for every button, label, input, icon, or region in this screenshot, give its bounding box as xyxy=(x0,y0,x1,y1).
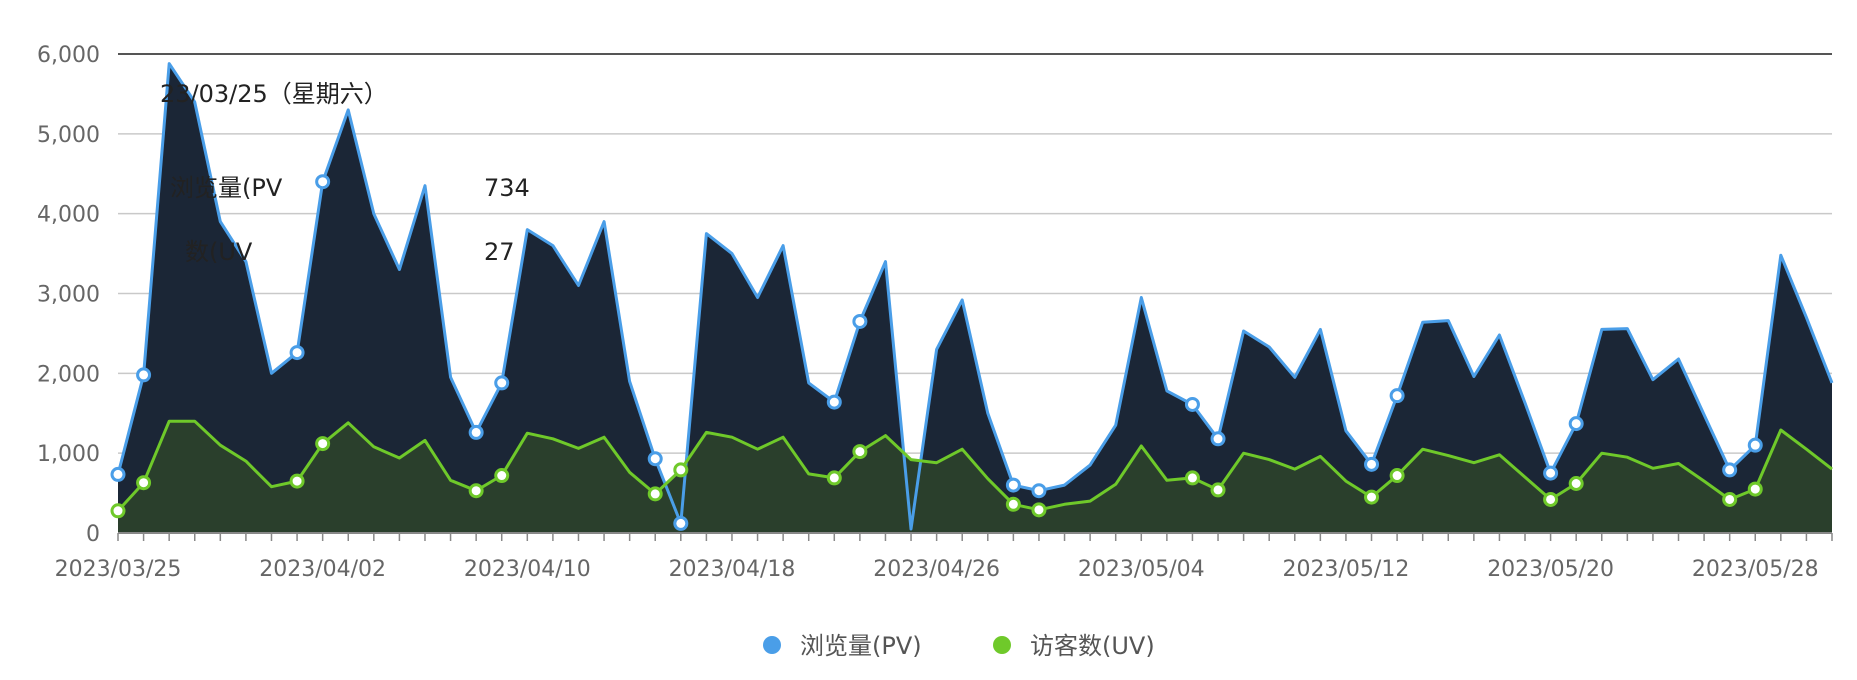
x-tick-label: 2023/05/20 xyxy=(1487,557,1614,582)
pv-point-marker xyxy=(1005,477,1021,493)
pv-point-marker xyxy=(1568,416,1584,432)
pv-point-marker xyxy=(494,375,510,391)
legend-item-pv[interactable]: 浏览量(PV) xyxy=(763,632,922,660)
y-tick-label: 2,000 xyxy=(37,362,100,387)
uv-point-marker xyxy=(1210,482,1226,498)
uv-point-marker xyxy=(673,462,689,478)
tooltip-pv-value: 734 xyxy=(484,174,530,202)
uv-point-marker xyxy=(826,470,842,486)
pv-point-marker xyxy=(1722,462,1738,478)
pv-point-marker xyxy=(468,424,484,440)
pv-point-marker xyxy=(289,345,305,361)
x-tick-label: 2023/04/02 xyxy=(259,557,386,582)
x-tick-label: 2023/03/25 xyxy=(55,557,182,582)
pv-point-marker xyxy=(1031,483,1047,499)
uv-point-marker xyxy=(289,473,305,489)
pv-point-marker xyxy=(110,466,126,482)
x-tick-label: 2023/05/12 xyxy=(1283,557,1410,582)
y-tick-label: 4,000 xyxy=(37,203,100,228)
x-tick-label: 2023/05/28 xyxy=(1692,557,1819,582)
pv-point-marker xyxy=(647,451,663,467)
uv-point-marker xyxy=(315,436,331,452)
pv-point-marker xyxy=(1364,456,1380,472)
uv-point-marker xyxy=(647,486,663,502)
y-tick-label: 5,000 xyxy=(37,123,100,148)
legend-pv-label: 浏览量(PV) xyxy=(800,632,922,660)
pv-point-marker xyxy=(826,394,842,410)
x-tick-label: 2023/04/10 xyxy=(464,557,591,582)
legend-uv-label: 访客数(UV) xyxy=(1030,632,1155,660)
x-tick-label: 2023/04/18 xyxy=(669,557,796,582)
uv-point-marker xyxy=(468,483,484,499)
pv-point-marker xyxy=(1389,388,1405,404)
pv-point-marker xyxy=(136,367,152,383)
tooltip-uv-label: 数(UV xyxy=(185,238,253,266)
uv-point-marker xyxy=(1568,476,1584,492)
pv-line xyxy=(116,62,1834,531)
uv-point-marker xyxy=(1747,481,1763,497)
pv-point-marker xyxy=(852,313,868,329)
uv-area xyxy=(118,421,1832,533)
x-axis: 2023/03/25 2023/04/02 2023/04/10 2023/04/18… xyxy=(55,532,1833,582)
pv-point-marker xyxy=(315,174,331,190)
uv-point-marker xyxy=(1184,470,1200,486)
y-tick-label: 6,000 xyxy=(37,43,100,68)
uv-point-marker xyxy=(1031,502,1047,518)
pv-point-marker xyxy=(1747,437,1763,453)
tooltip-pv-label: 浏览量(PV xyxy=(170,174,283,202)
y-axis-ticks: 0 1,000 2,000 3,000 4,000 5,000 6,000 xyxy=(37,43,100,547)
legend-uv-marker xyxy=(993,636,1011,654)
y-tick-label: 3,000 xyxy=(37,283,100,308)
uv-point-marker xyxy=(1364,489,1380,505)
uv-point-marker xyxy=(136,475,152,491)
pv-point-marker xyxy=(1543,465,1559,481)
x-tick-label: 2023/05/04 xyxy=(1078,557,1205,582)
pv-area xyxy=(118,63,1832,533)
tooltip-uv-value: 27 xyxy=(484,238,515,266)
x-tick-label: 2023/04/26 xyxy=(873,557,1000,582)
uv-point-marker xyxy=(852,444,868,460)
uv-point-marker xyxy=(1543,491,1559,507)
legend-item-uv[interactable]: 访客数(UV) xyxy=(993,632,1155,660)
tooltip-date: 23/03/25（星期六） xyxy=(160,80,388,108)
pv-point-marker xyxy=(673,515,689,531)
pv-point-marker xyxy=(1210,431,1226,447)
pv-point-marker xyxy=(1184,396,1200,412)
uv-point-marker xyxy=(110,503,126,519)
y-tick-label: 1,000 xyxy=(37,442,100,467)
legend-pv-marker xyxy=(763,636,781,654)
uv-point-marker xyxy=(494,468,510,484)
y-tick-label: 0 xyxy=(86,522,100,547)
series-areas xyxy=(118,63,1832,533)
uv-point-marker xyxy=(1722,491,1738,507)
series-markers xyxy=(110,174,1763,531)
uv-point-marker xyxy=(1005,496,1021,512)
tooltip: 23/03/25（星期六） 浏览量(PV 734 数(UV 27 xyxy=(160,80,530,266)
legend: 浏览量(PV) 访客数(UV) xyxy=(763,632,1155,660)
uv-point-marker xyxy=(1389,468,1405,484)
